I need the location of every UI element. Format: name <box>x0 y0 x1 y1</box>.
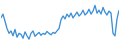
plot-area <box>1 5 119 39</box>
chart <box>0 0 120 45</box>
chart-root <box>0 0 120 45</box>
line-series <box>1 5 119 39</box>
